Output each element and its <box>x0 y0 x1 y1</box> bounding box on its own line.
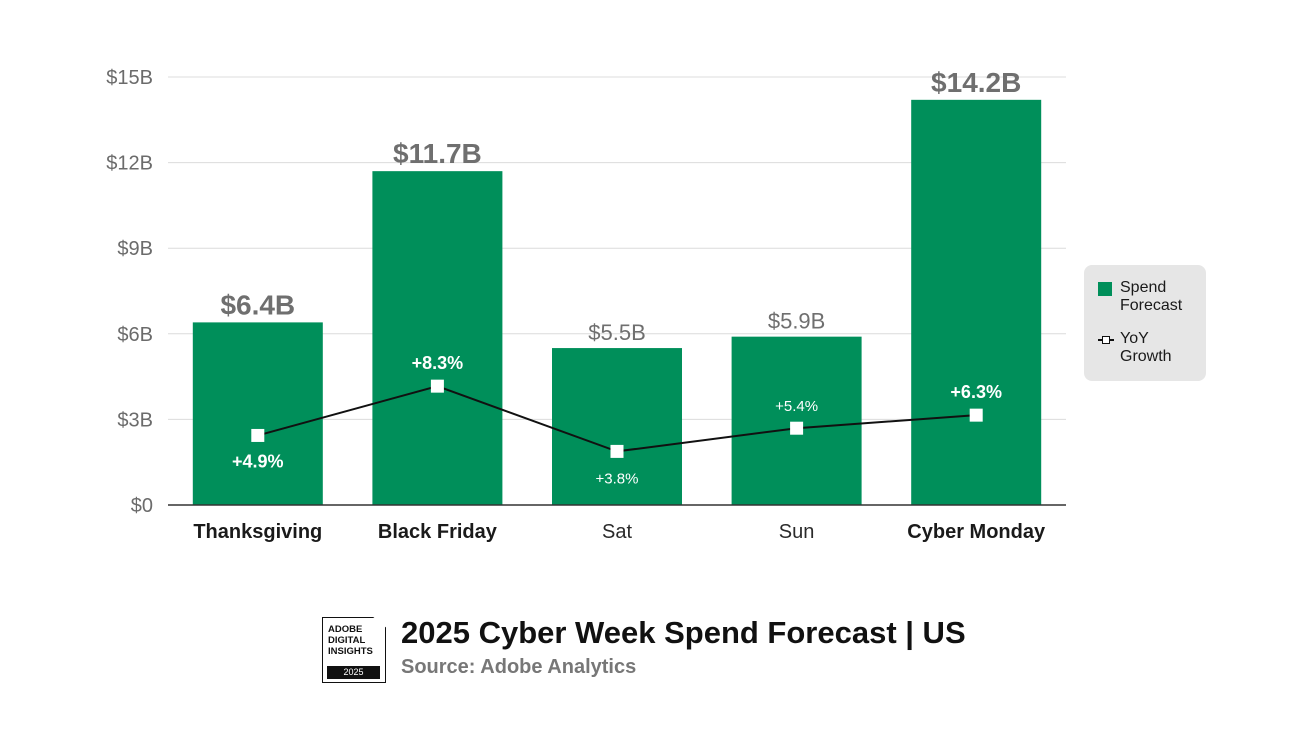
growth-marker <box>610 444 624 458</box>
badge-year: 2025 <box>327 666 380 679</box>
growth-value-label: +4.9% <box>232 451 284 471</box>
legend-label-growth: YoY Growth <box>1120 330 1172 365</box>
y-tick-label: $9B <box>117 238 153 260</box>
x-category-label: Thanksgiving <box>193 521 322 543</box>
bar-value-label: $5.5B <box>588 320 646 345</box>
growth-value-label: +3.8% <box>596 470 639 487</box>
chart-legend: Spend Forecast YoY Growth <box>1084 265 1206 381</box>
growth-marker <box>969 408 983 422</box>
y-tick-label: $3B <box>117 409 153 431</box>
bar <box>552 348 682 505</box>
growth-marker <box>790 421 804 435</box>
growth-value-label: +8.3% <box>412 353 464 373</box>
bar-value-label: $11.7B <box>393 138 482 169</box>
legend-item-growth: YoY Growth <box>1098 330 1196 366</box>
x-category-label: Black Friday <box>378 521 498 543</box>
bar-value-label: $6.4B <box>220 289 295 320</box>
x-category-label: Sat <box>602 521 632 543</box>
bar-value-label: $14.2B <box>931 67 1021 98</box>
chart-source: Source: Adobe Analytics <box>401 656 637 678</box>
legend-item-spend: Spend Forecast <box>1098 279 1196 315</box>
y-tick-label: $15B <box>106 67 153 89</box>
growth-value-label: +6.3% <box>950 382 1002 402</box>
bar-value-label: $5.9B <box>768 309 826 334</box>
chart-title: 2025 Cyber Week Spend Forecast | US <box>401 615 966 650</box>
line-marker-icon <box>1098 333 1114 347</box>
bar <box>192 322 323 505</box>
y-tick-label: $12B <box>106 153 153 175</box>
bar <box>911 99 1042 506</box>
x-category-label: Cyber Monday <box>907 521 1046 543</box>
adobe-digital-insights-logo: ADOBE DIGITAL INSIGHTS 2025 <box>322 617 386 683</box>
growth-value-label: +5.4% <box>775 398 818 415</box>
growth-marker <box>430 379 444 393</box>
bar <box>731 336 862 505</box>
y-tick-label: $0 <box>131 495 153 517</box>
bar <box>372 171 503 505</box>
x-category-label: Sun <box>779 521 815 543</box>
legend-label-spend: Spend Forecast <box>1120 279 1183 314</box>
spend-swatch-icon <box>1098 282 1112 296</box>
chart-footer: ADOBE DIGITAL INSIGHTS 2025 2025 Cyber W… <box>322 615 1022 687</box>
growth-marker <box>251 428 265 442</box>
spend-chart: $0 $3B $6B $9B $12B $15B $6.4B $11.7B $5.5B $5.9B… <box>106 67 1066 543</box>
badge-text: ADOBE DIGITAL INSIGHTS <box>328 624 373 657</box>
y-tick-label: $6B <box>117 324 153 346</box>
